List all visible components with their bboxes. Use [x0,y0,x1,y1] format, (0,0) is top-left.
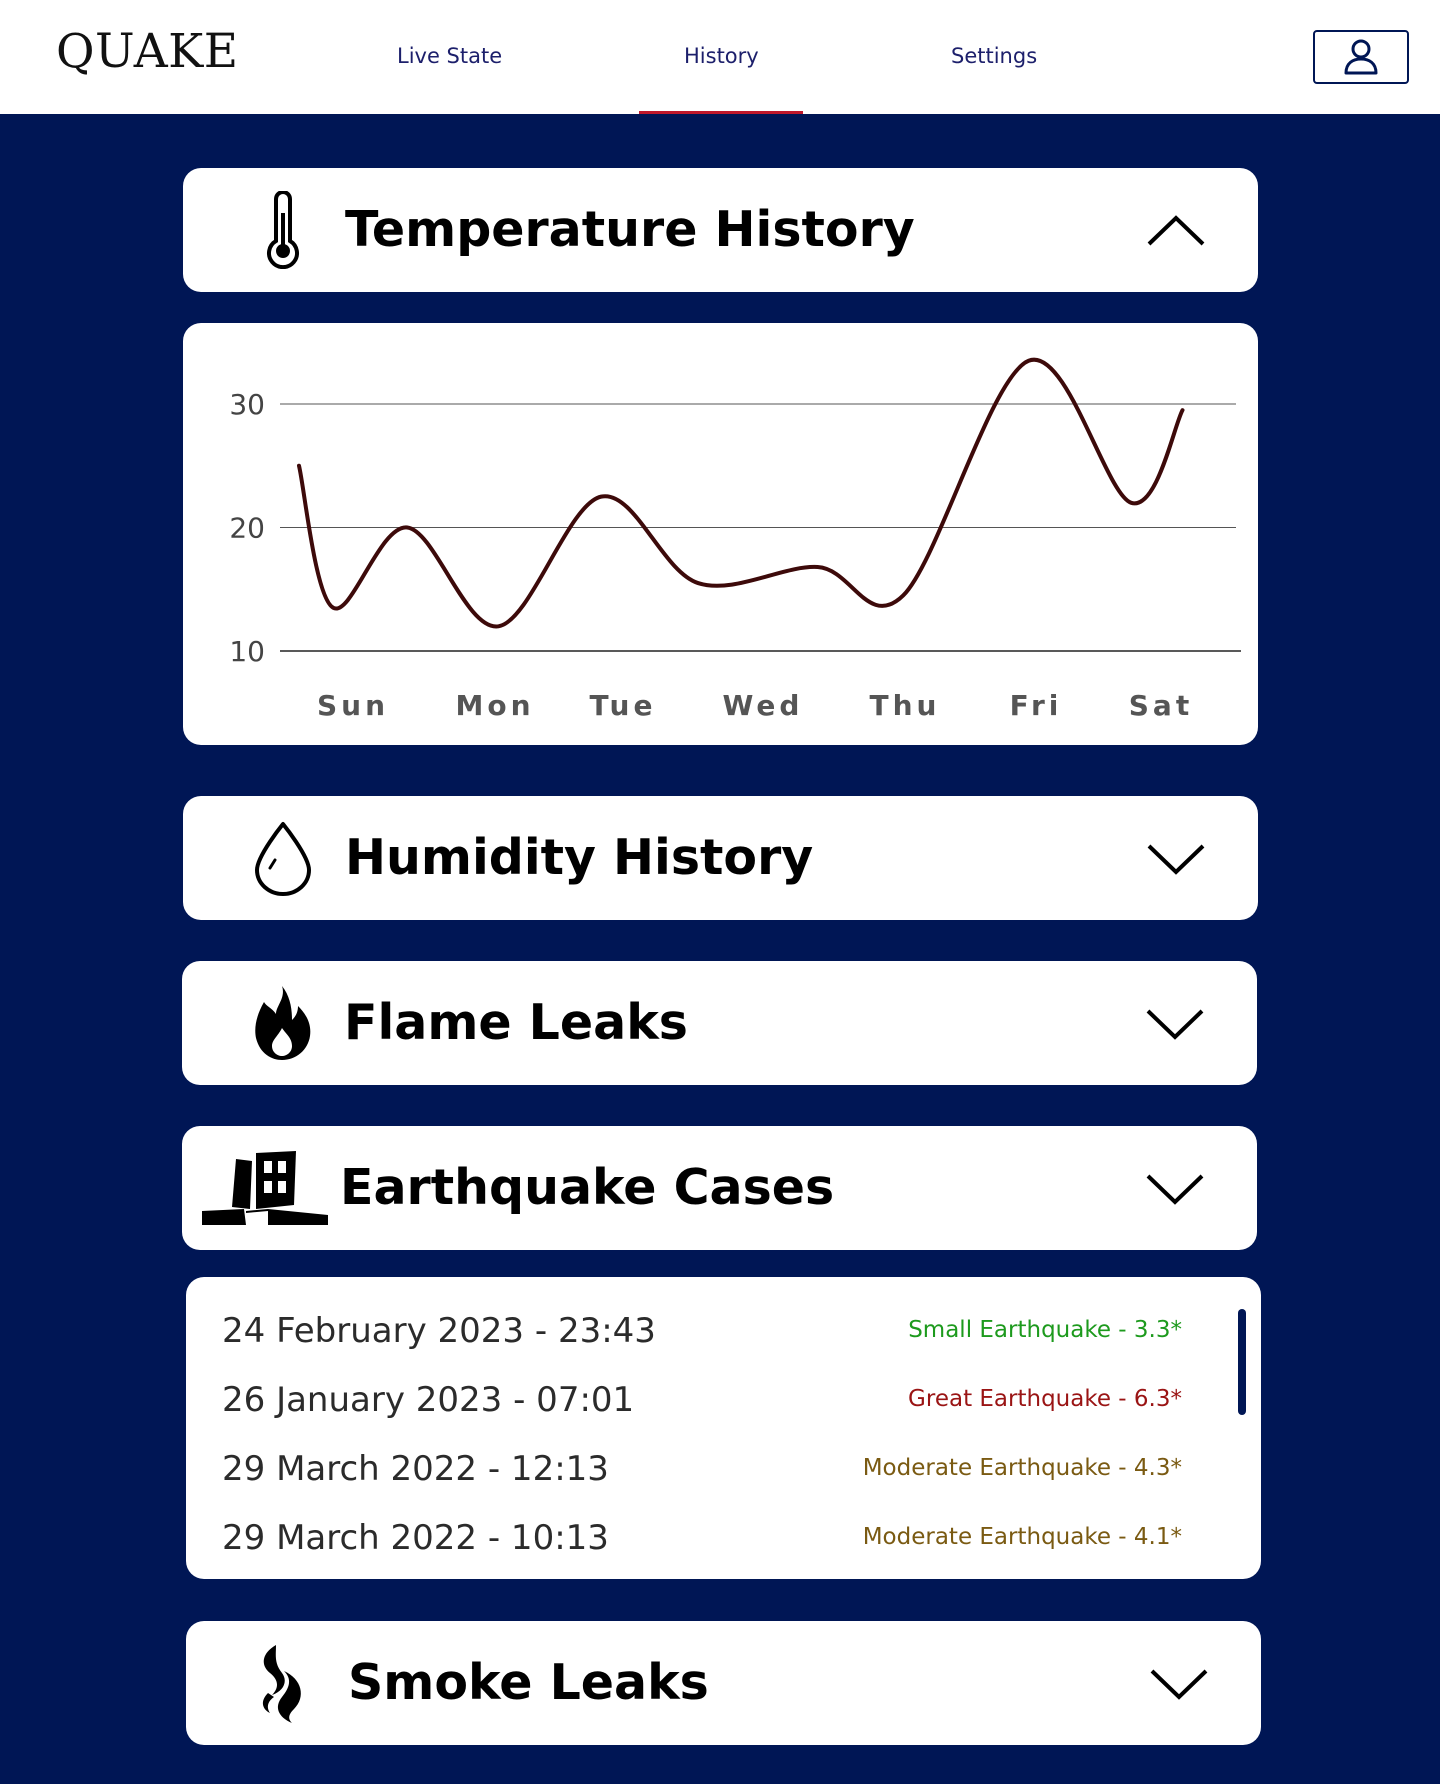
earthquake-date: 24 February 2023 - 23:43 [222,1311,656,1351]
temperature-title: Temperature History [345,201,915,258]
top-navigation: QUAKE Live State History Settings [0,0,1440,114]
earthquake-magnitude: Moderate Earthquake - 4.1* [862,1524,1182,1550]
x-tick-label: Sun [317,689,389,722]
chevron-down-icon[interactable] [1145,1164,1205,1212]
earthquake-list: 24 February 2023 - 23:43 Small Earthquak… [186,1277,1261,1579]
earthquake-magnitude: Moderate Earthquake - 4.3* [862,1455,1182,1481]
temperature-series-line [297,357,1185,629]
humidity-section-header[interactable]: Humidity History [183,796,1258,920]
x-tick-label: Tue [590,689,657,722]
active-tab-indicator [639,111,803,114]
profile-button[interactable] [1313,30,1409,84]
nav-settings[interactable]: Settings [951,44,1038,68]
list-item[interactable]: 29 March 2022 - 10:13 Moderate Earthquak… [222,1506,1182,1574]
temperature-line-chart: 10 20 30 Sun Mon Tue Wed Thu Fri Sat [229,357,1241,722]
y-tick-label: 20 [229,512,265,545]
flame-section-header[interactable]: Flame Leaks [182,961,1257,1085]
smoke-icon [242,1621,322,1745]
chevron-up-icon[interactable] [1146,206,1206,254]
earthquake-date: 26 January 2023 - 07:01 [222,1380,635,1420]
nav-live-state[interactable]: Live State [397,44,503,68]
earthquake-section-header[interactable]: Earthquake Cases [182,1126,1257,1250]
list-item[interactable]: 26 January 2023 - 07:01 Great Earthquake… [222,1368,1182,1436]
humidity-title: Humidity History [345,829,814,886]
earthquake-date: 29 March 2022 - 12:13 [222,1449,609,1489]
user-icon [1344,39,1378,75]
y-tick-label: 10 [229,635,265,668]
thermometer-icon [243,168,323,292]
flame-title: Flame Leaks [344,994,688,1051]
chevron-down-icon[interactable] [1149,1659,1209,1707]
list-scrollbar[interactable] [1238,1309,1246,1415]
chevron-down-icon[interactable] [1145,999,1205,1047]
droplet-icon [243,796,323,920]
temperature-section-header[interactable]: Temperature History [183,168,1258,292]
earthquake-date: 29 March 2022 - 10:13 [222,1518,609,1558]
earthquake-building-icon [202,1126,328,1250]
earthquake-magnitude: Small Earthquake - 3.3* [908,1317,1182,1343]
temperature-chart: 10 20 30 Sun Mon Tue Wed Thu Fri Sat [183,323,1258,745]
flame-icon [242,961,322,1085]
earthquake-magnitude: Great Earthquake - 6.3* [908,1386,1182,1412]
x-tick-label: Mon [455,689,534,722]
x-tick-label: Sat [1129,689,1193,722]
chevron-down-icon[interactable] [1146,834,1206,882]
y-tick-label: 30 [229,388,265,421]
list-item[interactable]: 29 March 2022 - 12:13 Moderate Earthquak… [222,1437,1182,1505]
x-tick-label: Wed [723,689,804,722]
x-tick-label: Thu [870,689,941,722]
x-tick-label: Fri [1010,689,1063,722]
list-item[interactable]: 24 February 2023 - 23:43 Small Earthquak… [222,1299,1182,1367]
smoke-title: Smoke Leaks [348,1654,709,1711]
smoke-section-header[interactable]: Smoke Leaks [186,1621,1261,1745]
app-logo[interactable]: QUAKE [56,24,239,79]
nav-history[interactable]: History [684,44,759,68]
earthquake-title: Earthquake Cases [340,1159,835,1216]
